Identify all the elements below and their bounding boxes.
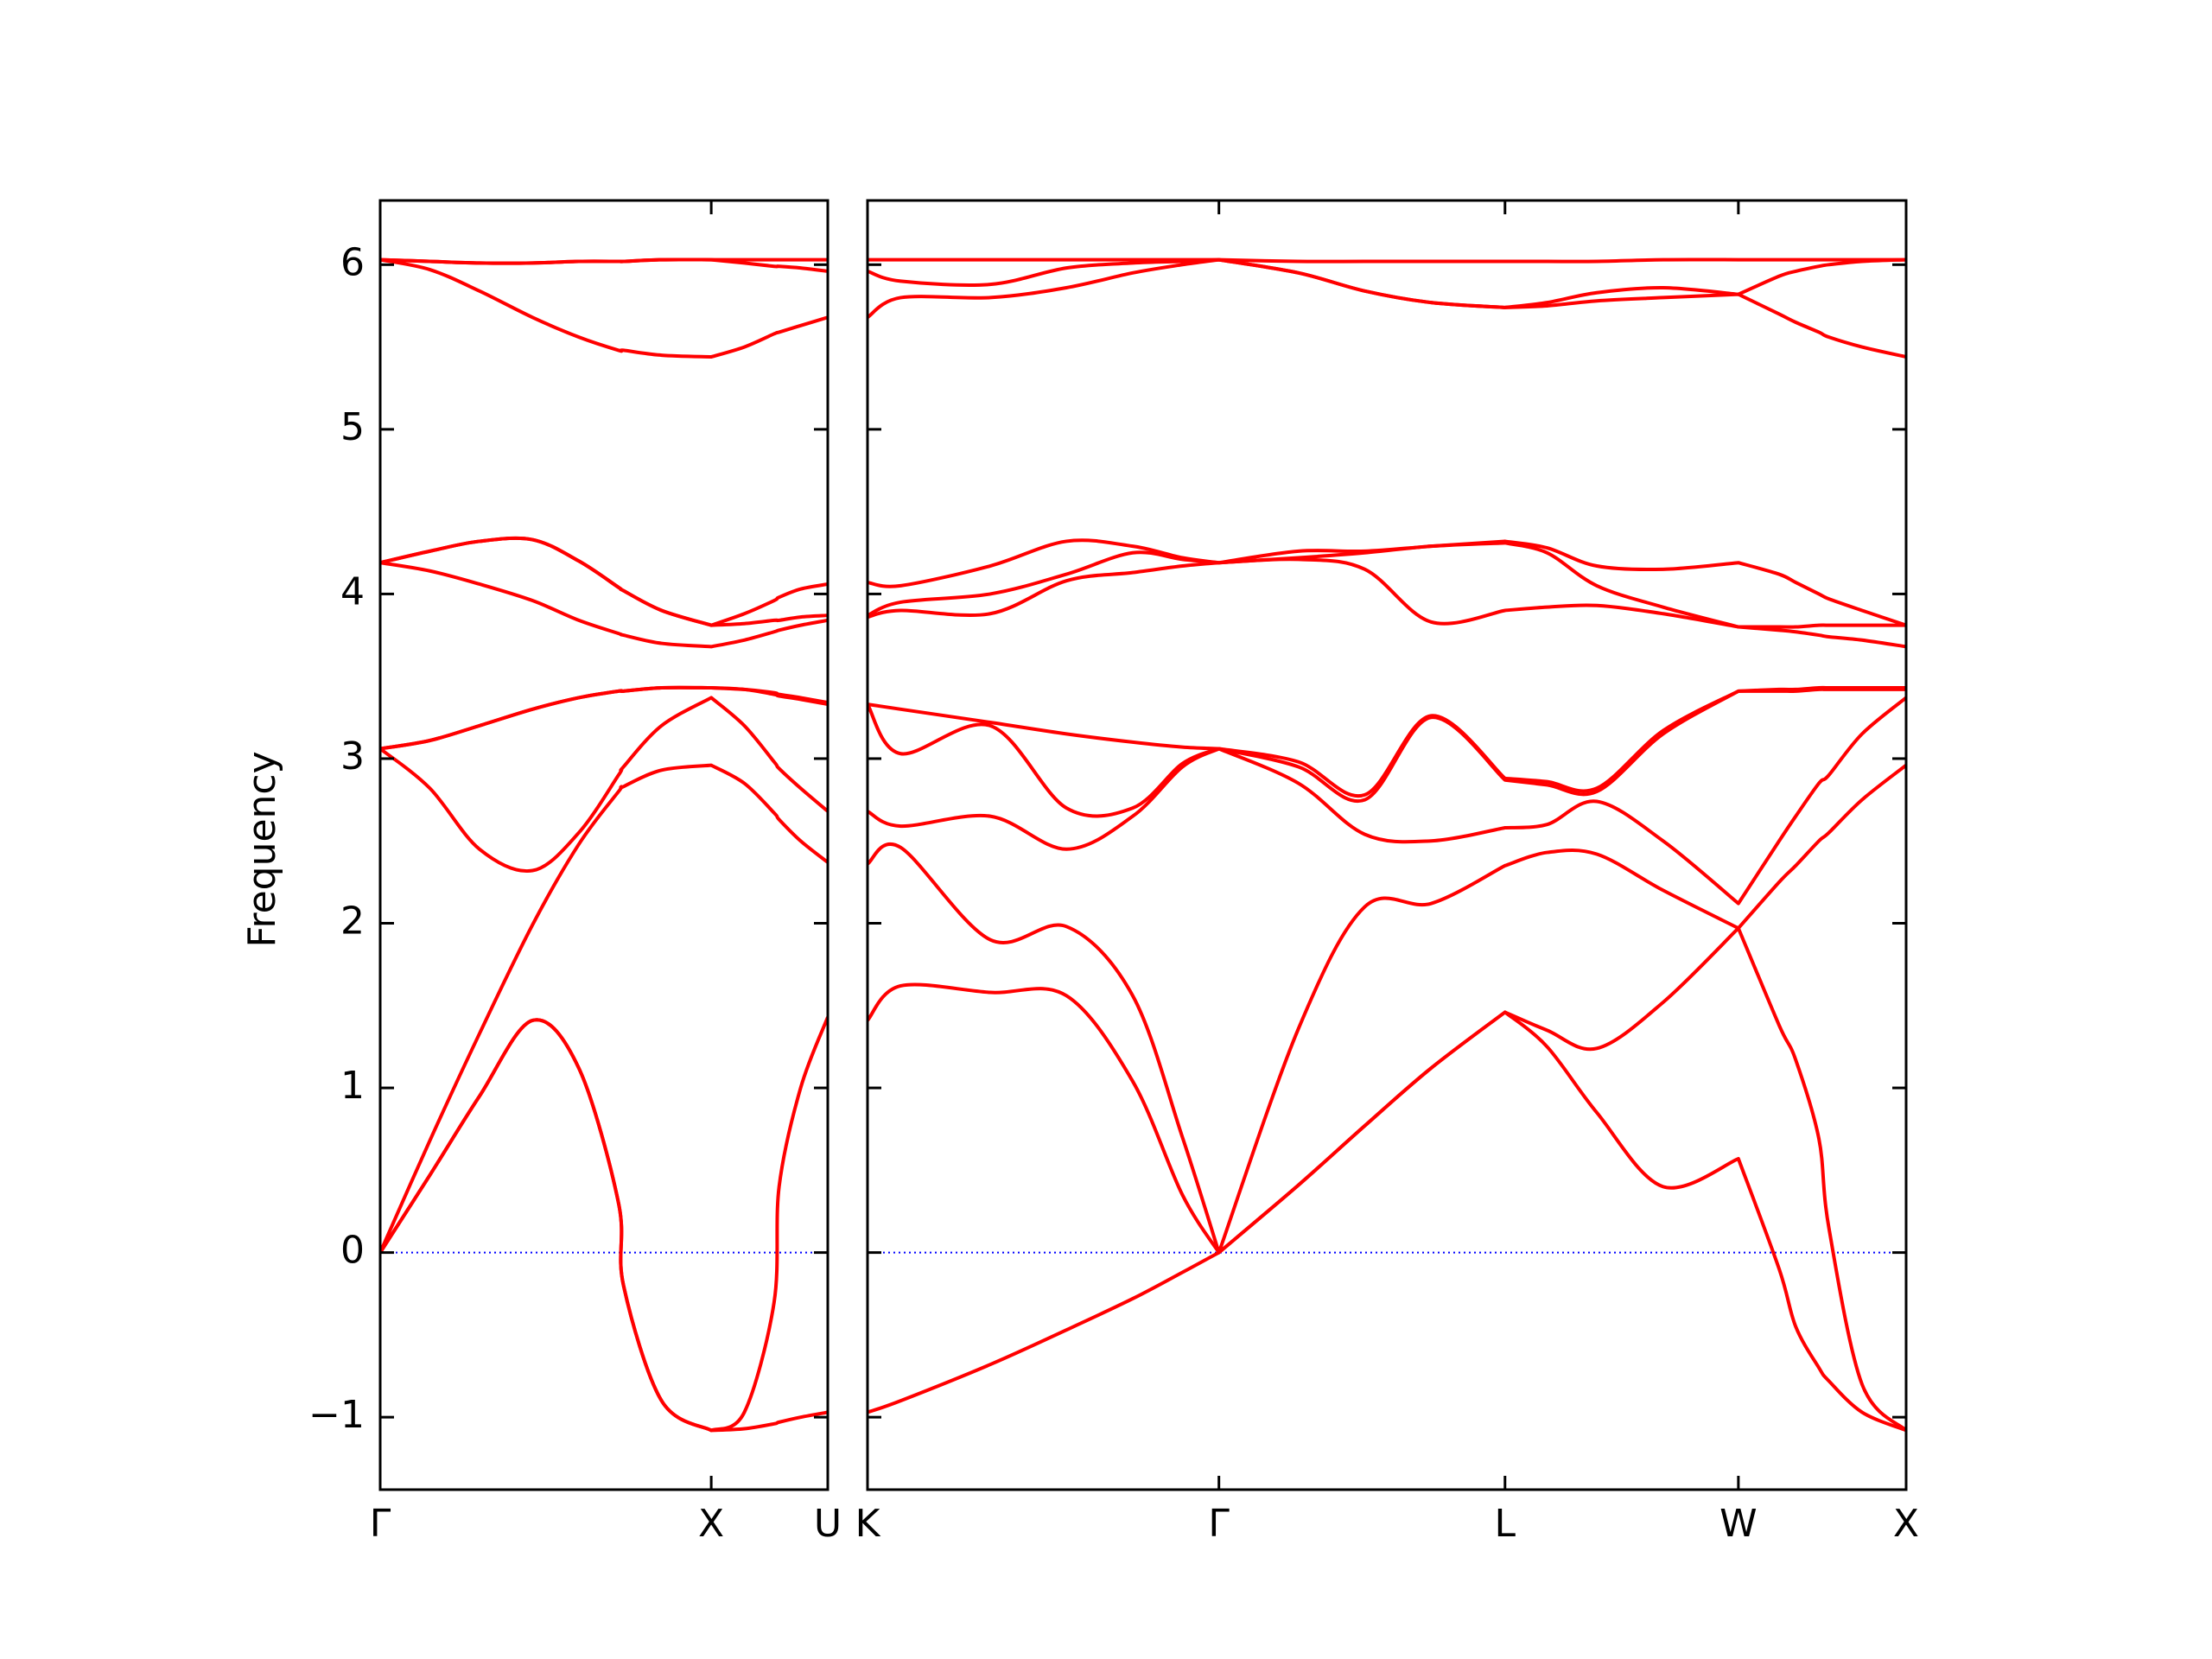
y-tick-label: 1 xyxy=(340,1064,365,1108)
y-tick-label: 0 xyxy=(340,1229,365,1273)
y-tick-label: 3 xyxy=(340,734,365,779)
x-tick-label: W xyxy=(1719,1502,1758,1546)
band-line xyxy=(868,257,1906,309)
band-line xyxy=(868,764,1906,1255)
y-tick-label: 5 xyxy=(340,405,365,449)
band-line xyxy=(380,257,828,359)
y-tick-label: 4 xyxy=(340,569,365,613)
band-line xyxy=(380,536,828,627)
plot-area xyxy=(868,257,1906,1433)
band-line xyxy=(380,763,828,1254)
y-tick-label: 6 xyxy=(340,240,365,284)
band-line xyxy=(380,536,828,627)
axes-frame xyxy=(866,199,1908,1491)
y-tick-label: −1 xyxy=(308,1393,365,1437)
x-tick-label: L xyxy=(1495,1502,1516,1546)
band-line xyxy=(868,257,1906,359)
band-line xyxy=(380,561,828,649)
x-tick-label: X xyxy=(698,1502,724,1546)
band-line xyxy=(868,685,1906,798)
band-line xyxy=(380,1016,828,1433)
x-tick-label: Γ xyxy=(1208,1502,1230,1546)
x-tick-label: X xyxy=(1893,1502,1919,1546)
band-line xyxy=(380,685,828,751)
band-line xyxy=(868,1010,1906,1433)
x-tick-label: U xyxy=(814,1502,842,1546)
y-tick-label: 2 xyxy=(340,899,365,944)
y-axis-label: Frequency xyxy=(240,751,284,947)
band-line xyxy=(868,557,1906,649)
band-line xyxy=(868,538,1906,627)
band-line xyxy=(380,696,828,874)
plot-area xyxy=(380,257,828,1433)
band-line xyxy=(868,687,1906,818)
x-tick-label: Γ xyxy=(370,1502,391,1546)
band-line xyxy=(380,257,828,265)
band-line xyxy=(868,926,1906,1432)
band-line xyxy=(868,257,1906,264)
band-line xyxy=(868,696,1906,906)
axes-frame xyxy=(378,199,830,1491)
x-tick-label: K xyxy=(855,1502,881,1546)
band-line xyxy=(380,685,828,751)
